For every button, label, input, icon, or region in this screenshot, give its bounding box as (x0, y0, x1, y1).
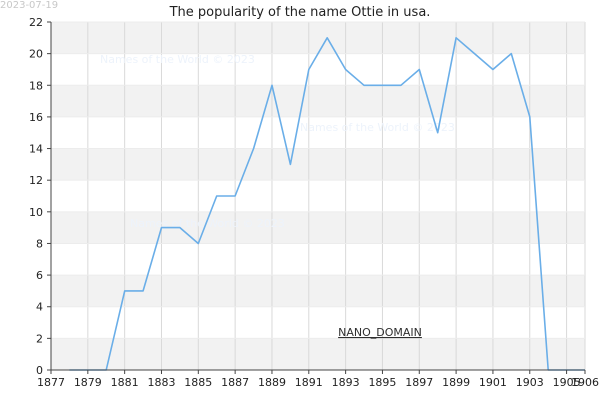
y-tick-label: 6 (36, 269, 43, 282)
x-tick-label: 1903 (516, 376, 544, 389)
y-tick-label: 4 (36, 301, 43, 314)
y-tick-label: 0 (36, 364, 43, 377)
y-tick-label: 2 (36, 332, 43, 345)
background-bands (51, 22, 585, 370)
y-axis-ticks: 0 2 4 6 8 10 12 14 16 18 20 22 (29, 16, 51, 377)
x-tick-label: 1899 (442, 376, 470, 389)
x-tick-label: 1895 (368, 376, 396, 389)
axes (50, 22, 585, 371)
x-tick-label: 1879 (74, 376, 102, 389)
y-tick-label: 20 (29, 48, 43, 61)
y-tick-label: 22 (29, 16, 43, 29)
chart-title: The popularity of the name Ottie in usa. (169, 5, 431, 20)
domain-label: NANO_DOMAIN (338, 326, 422, 339)
x-tick-label: 1891 (295, 376, 323, 389)
x-tick-label: 1906 (571, 376, 599, 389)
watermark-text: Names of the World © 2023 (100, 53, 255, 66)
x-tick-label: 1885 (184, 376, 212, 389)
series-line (69, 36, 585, 371)
x-tick-label: 1889 (258, 376, 286, 389)
background-band (51, 85, 585, 117)
background-band (51, 338, 585, 370)
horizontal-gridlines (51, 21, 585, 371)
watermark-group: Names of the World © 2023 Names of the Wo… (100, 53, 455, 230)
background-band (51, 22, 585, 54)
y-tick-label: 18 (29, 79, 43, 92)
y-tick-label: 12 (29, 174, 43, 187)
date-stamp: 2023-07-19 (0, 0, 58, 11)
x-tick-label: 1881 (111, 376, 139, 389)
x-tick-label: 1887 (221, 376, 249, 389)
x-tick-label: 1897 (405, 376, 433, 389)
y-tick-label: 10 (29, 206, 43, 219)
series-line-layer (69, 36, 585, 371)
watermark-text: Names of the World © 2023 (130, 217, 285, 230)
background-band (51, 211, 585, 244)
x-tick-label: 1893 (332, 376, 360, 389)
vertical-gridlines (50, 22, 586, 370)
y-tick-label: 16 (29, 111, 43, 124)
y-tick-label: 14 (29, 143, 43, 156)
x-axis-ticks: 1877 1879 1881 1883 1885 1887 1889 1891 1893 1895… (37, 370, 599, 389)
y-tick-label: 8 (36, 237, 43, 250)
watermark-text: Names of the World © 2023 (300, 121, 455, 134)
x-tick-label: 1883 (147, 376, 175, 389)
background-band (51, 148, 585, 181)
x-tick-label: 1905 (553, 376, 581, 389)
x-tick-label: 1877 (37, 376, 65, 389)
x-tick-label: 1901 (479, 376, 507, 389)
